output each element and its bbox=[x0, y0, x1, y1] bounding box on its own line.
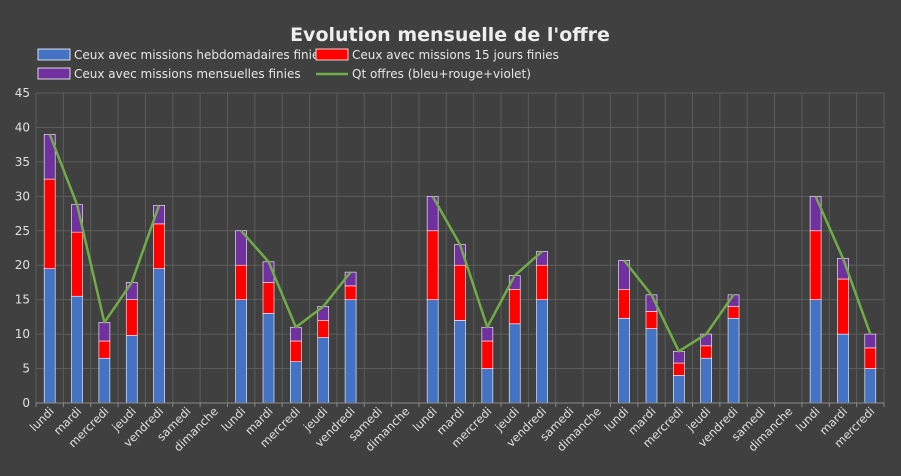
grid bbox=[35, 92, 885, 404]
bar-monthly bbox=[125, 282, 138, 300]
bar-weekly bbox=[536, 299, 548, 404]
bar-weekly bbox=[426, 299, 439, 404]
bar-biweekly bbox=[71, 231, 83, 297]
y-tick-label: 40 bbox=[15, 120, 30, 134]
total-line-path bbox=[48, 133, 872, 353]
bar-biweekly bbox=[864, 347, 877, 369]
bar-weekly bbox=[481, 368, 494, 404]
bar-weekly bbox=[673, 375, 685, 404]
legend-label-monthly: Ceux avec missions mensuelles finies bbox=[74, 67, 301, 81]
bar-biweekly bbox=[700, 345, 712, 359]
bar-weekly bbox=[125, 335, 138, 404]
legend: Ceux avec missions hebdomadaires finies … bbox=[37, 48, 559, 81]
bar-monthly bbox=[290, 326, 302, 342]
y-tick-label: 15 bbox=[15, 293, 30, 307]
bar-biweekly bbox=[618, 289, 630, 319]
legend-swatch-biweekly bbox=[315, 48, 349, 61]
bar-monthly bbox=[618, 260, 630, 290]
bar-biweekly bbox=[536, 264, 548, 300]
bar-weekly bbox=[98, 357, 111, 404]
total-line bbox=[48, 133, 872, 353]
bar-biweekly bbox=[481, 340, 494, 369]
bar-weekly bbox=[809, 299, 822, 404]
bar-biweekly bbox=[344, 285, 357, 300]
bars bbox=[43, 134, 877, 404]
legend-item-monthly: Ceux avec missions mensuelles finies bbox=[37, 67, 301, 81]
bar-weekly bbox=[290, 361, 302, 404]
bar-monthly bbox=[344, 271, 357, 287]
bar-weekly bbox=[153, 268, 165, 404]
bar-weekly bbox=[727, 317, 740, 404]
y-tick-label: 45 bbox=[15, 86, 30, 100]
bar-biweekly bbox=[235, 264, 247, 300]
bar-weekly bbox=[262, 313, 275, 404]
y-tick-label: 0 bbox=[22, 396, 30, 410]
legend-item-biweekly: Ceux avec missions 15 jours finies bbox=[315, 48, 559, 62]
bar-weekly bbox=[864, 368, 877, 404]
bar-weekly bbox=[317, 337, 330, 404]
bar-monthly bbox=[673, 351, 685, 364]
bar-biweekly bbox=[645, 311, 658, 329]
y-tick-label: 5 bbox=[22, 362, 30, 376]
bar-weekly bbox=[645, 328, 658, 404]
bar-weekly bbox=[700, 357, 712, 404]
bar-monthly bbox=[864, 333, 877, 349]
bar-biweekly bbox=[317, 320, 330, 338]
chart-title: Evolution mensuelle de l'offre bbox=[290, 24, 610, 46]
bar-monthly bbox=[481, 326, 494, 342]
bar-monthly bbox=[98, 322, 111, 342]
bar-weekly bbox=[618, 317, 630, 404]
bar-weekly bbox=[837, 333, 849, 404]
bar-biweekly bbox=[43, 178, 56, 269]
y-tick-label: 35 bbox=[15, 155, 30, 169]
bar-biweekly bbox=[727, 306, 740, 319]
bar-biweekly bbox=[98, 340, 111, 359]
bar-weekly bbox=[71, 295, 83, 404]
bar-biweekly bbox=[809, 230, 822, 300]
bar-biweekly bbox=[426, 230, 439, 300]
bar-biweekly bbox=[290, 340, 302, 362]
y-axis: 0 5 10 15 20 25 30 35 40 45 bbox=[15, 86, 30, 410]
bar-weekly bbox=[508, 323, 521, 404]
bar-weekly bbox=[235, 299, 247, 404]
legend-label-total: Qt offres (bleu+rouge+violet) bbox=[352, 67, 531, 81]
y-tick-label: 20 bbox=[15, 258, 30, 272]
bar-biweekly bbox=[262, 282, 275, 314]
legend-label-biweekly: Ceux avec missions 15 jours finies bbox=[352, 48, 559, 62]
bar-biweekly bbox=[673, 362, 685, 376]
legend-swatch-monthly bbox=[37, 67, 71, 80]
bar-weekly bbox=[344, 299, 357, 404]
legend-item-total: Qt offres (bleu+rouge+violet) bbox=[316, 67, 531, 81]
bar-biweekly bbox=[153, 223, 165, 269]
y-tick-label: 30 bbox=[15, 189, 30, 203]
legend-label-weekly: Ceux avec missions hebdomadaires finies bbox=[74, 48, 326, 62]
bar-biweekly bbox=[508, 289, 521, 325]
bar-biweekly bbox=[837, 278, 849, 335]
legend-swatch-weekly bbox=[37, 48, 71, 61]
bar-monthly bbox=[536, 251, 548, 266]
bar-monthly bbox=[235, 230, 247, 266]
bar-biweekly bbox=[125, 299, 138, 336]
bar-weekly bbox=[43, 268, 56, 404]
y-tick-label: 25 bbox=[15, 224, 30, 238]
y-tick-label: 10 bbox=[15, 327, 30, 341]
bar-biweekly bbox=[454, 264, 466, 321]
bar-monthly bbox=[809, 196, 822, 232]
legend-item-weekly: Ceux avec missions hebdomadaires finies bbox=[37, 48, 326, 62]
bar-weekly bbox=[454, 320, 466, 404]
